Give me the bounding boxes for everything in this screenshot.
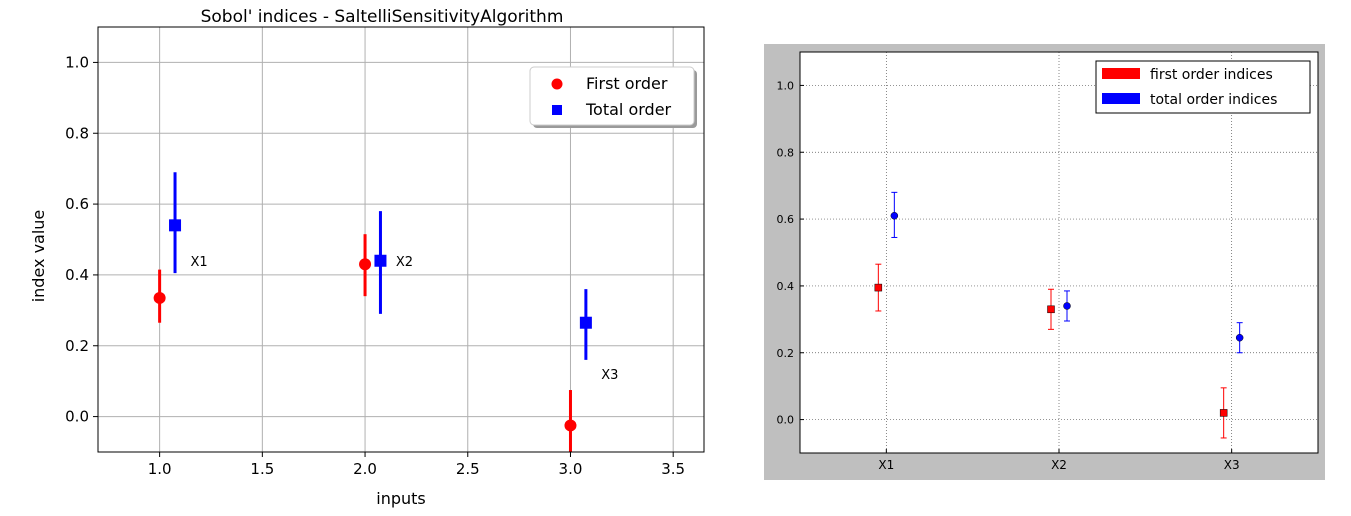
right-point-first-order <box>1219 409 1228 417</box>
left-x-tick-label: 2.0 <box>353 460 377 478</box>
right-y-tick-label: 0.8 <box>777 146 795 159</box>
left-plot-frame <box>97 26 705 453</box>
left-x-axis-label: inputs <box>376 489 426 508</box>
right-x-tick-label: X2 <box>1051 458 1067 472</box>
right-y-tick-label: 0.0 <box>777 414 795 427</box>
right-chart: X1 X2 X3 0.0 0.2 0.4 0.6 0.8 1.0 first order ind… <box>764 44 1325 480</box>
left-legend-box <box>529 66 695 126</box>
right-plot-frame <box>799 51 1319 454</box>
right-point-total-order <box>890 211 899 220</box>
left-point-total-order <box>579 316 592 329</box>
right-y-tick-label: 0.6 <box>777 213 795 226</box>
left-legend-total-order-label: Total order <box>585 100 672 119</box>
left-point-label: X1 <box>190 255 207 270</box>
left-point-first-order <box>359 258 372 271</box>
left-y-tick-label: 1.0 <box>65 53 89 71</box>
left-y-tick-label: 0.6 <box>65 195 89 213</box>
right-x-tick-label: X3 <box>1224 458 1240 472</box>
left-point-labels: X1 X2 X3 <box>190 255 618 383</box>
left-y-tick-label: 0.4 <box>65 266 89 284</box>
left-y-tick-label: 0.8 <box>65 124 89 142</box>
left-legend-total-order-marker <box>552 105 562 115</box>
right-y-tick-label: 0.4 <box>777 280 795 293</box>
right-point-total-order <box>1063 302 1071 310</box>
left-chart: Sobol' indices - SaltelliSensitivityAlgo… <box>29 7 705 508</box>
left-legend-first-order-label: First order <box>586 74 668 93</box>
right-y-tick-label: 0.2 <box>777 347 795 360</box>
right-legend: first order indices total order indices <box>1095 60 1311 114</box>
right-point-first-order <box>1047 305 1055 314</box>
right-legend-first-order-swatch <box>1102 68 1140 79</box>
right-point-first-order <box>874 283 883 292</box>
right-legend-first-order-label: first order indices <box>1150 67 1273 83</box>
left-x-tick-label: 2.5 <box>456 460 480 478</box>
right-point-total-order <box>1235 333 1244 342</box>
left-point-first-order <box>564 419 577 432</box>
left-data-marks <box>153 172 592 452</box>
left-x-tick-label: 3.5 <box>661 460 685 478</box>
left-y-tick-label: 0.2 <box>65 337 89 355</box>
left-point-label: X3 <box>601 368 618 383</box>
right-data-marks <box>874 191 1244 439</box>
left-point-label: X2 <box>396 255 413 270</box>
left-x-tick-label: 1.5 <box>250 460 274 478</box>
right-gridlines <box>800 52 1318 453</box>
left-y-tick-label: 0.0 <box>65 408 89 426</box>
right-tick-labels: X1 X2 X3 0.0 0.2 0.4 0.6 0.8 1.0 <box>777 79 1240 472</box>
left-chart-title: Sobol' indices - SaltelliSensitivityAlgo… <box>201 7 564 27</box>
right-x-tick-label: X1 <box>878 458 894 472</box>
left-legend: First order Total order <box>529 66 697 128</box>
left-point-first-order <box>153 291 166 304</box>
right-y-tick-label: 1.0 <box>777 79 795 92</box>
left-legend-first-order-marker <box>551 78 563 90</box>
left-y-axis-label: index value <box>29 210 48 303</box>
left-x-tick-label: 3.0 <box>559 460 583 478</box>
right-legend-total-order-label: total order indices <box>1150 92 1277 108</box>
left-x-tick-label: 1.0 <box>148 460 172 478</box>
left-tick-labels: 1.0 1.5 2.0 2.5 3.0 3.5 0.0 0.2 0.4 0.6 0.8 1.0 <box>65 53 685 478</box>
left-point-total-order <box>169 219 182 232</box>
left-point-total-order <box>374 254 387 267</box>
right-legend-total-order-swatch <box>1102 93 1140 104</box>
